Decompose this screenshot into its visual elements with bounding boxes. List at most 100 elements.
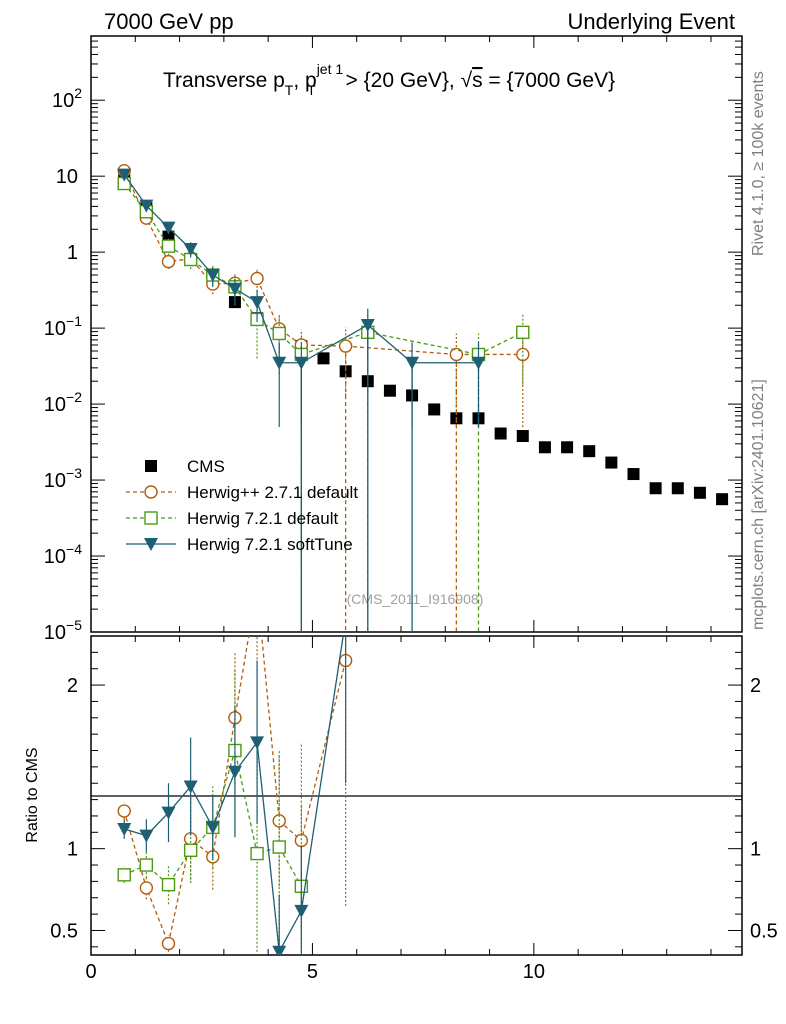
- data-point-cms: [605, 456, 618, 469]
- ratio-point-herwig7: [250, 846, 264, 861]
- ratio-tick-label-left: 1: [67, 839, 78, 861]
- data-point-cms: [516, 430, 529, 443]
- data-point-cms: [716, 493, 729, 506]
- legend-marker: [144, 511, 158, 525]
- legend-entry-herwig7: Herwig 7.2.1 default: [126, 509, 338, 528]
- data-point-soft: [139, 199, 154, 213]
- data-point-soft: [250, 296, 265, 310]
- ratio-tick-label-right: 2: [750, 675, 761, 697]
- data-point-herwigpp: [161, 254, 176, 269]
- data-point-cms: [671, 482, 684, 495]
- x-tick-label: 0: [85, 961, 96, 983]
- data-point-herwig7: [516, 325, 530, 340]
- ratio-tick-label-right: 1: [750, 839, 761, 861]
- legend-entry-herwigpp: Herwig++ 2.7.1 default: [126, 483, 358, 502]
- x-tick-label: 10: [523, 961, 545, 983]
- ratio-point-soft: [161, 806, 176, 820]
- main-plot-frame: [90, 35, 743, 633]
- series-cms: [118, 171, 729, 506]
- y-tick-label: 10−2: [44, 389, 82, 416]
- legend-label: CMS: [187, 457, 225, 476]
- series-herwigpp: [117, 164, 530, 632]
- ratio-tick-label-left: 0.5: [50, 920, 78, 942]
- data-point-soft: [117, 168, 132, 182]
- data-point-cms: [649, 482, 662, 495]
- ratio-point-soft: [294, 904, 309, 918]
- ratio-point-herwig7: [183, 843, 198, 858]
- ratio-point-herwigpp: [117, 804, 131, 818]
- data-point-cms: [428, 403, 441, 416]
- legend-entry-cms: CMS: [145, 457, 225, 476]
- ratio-point-soft: [227, 765, 242, 779]
- series-soft: [117, 168, 486, 632]
- ratio-point-herwig7: [117, 868, 131, 882]
- analysis-watermark: (CMS_2011_I916908): [347, 591, 484, 607]
- ratio-axis-label: Ratio to CMS: [24, 747, 41, 842]
- data-point-cms: [317, 352, 330, 365]
- legend-label: Herwig++ 2.7.1 default: [187, 483, 358, 502]
- legend-marker: [145, 460, 157, 472]
- data-point-herwig7: [161, 239, 176, 253]
- data-point-cms: [383, 384, 396, 397]
- ratio-series-layer: [117, 581, 353, 955]
- axis-tick-labels: 0 5 10 102 10 1 10−1 10−2 10−3 10−4 10−5 2 2 1 1 0.5 0.5: [44, 85, 778, 983]
- legend-label: Herwig 7.2.1 default: [187, 509, 338, 528]
- data-point-herwigpp: [449, 347, 464, 362]
- series-line-herwig7: [123, 183, 524, 356]
- series-line-soft: [123, 174, 479, 364]
- y-tick-label: 102: [52, 85, 82, 112]
- data-point-cms: [538, 441, 551, 454]
- data-point-soft: [183, 243, 198, 257]
- data-point-soft: [161, 221, 176, 235]
- data-point-cms: [583, 445, 596, 458]
- series-line-herwigpp: [123, 170, 523, 356]
- ratio-point-soft: [183, 780, 198, 794]
- ratio-point-soft: [250, 736, 265, 750]
- data-point-cms: [627, 468, 640, 481]
- ratio-point-herwigpp: [251, 581, 263, 593]
- data-point-herwigpp: [250, 271, 264, 286]
- ratio-point-soft: [139, 829, 154, 843]
- ratio-line-soft: [124, 636, 344, 954]
- x-tick-label: 5: [307, 961, 318, 983]
- legend-marker: [144, 485, 158, 499]
- y-tick-label: 1: [67, 242, 78, 264]
- ratio-tick-label-left: 2: [67, 675, 78, 697]
- y-tick-label: 10−3: [44, 465, 82, 492]
- rivet-version-label: Rivet 4.1.0, ≥ 100k events: [750, 71, 767, 256]
- legend-marker: [144, 538, 158, 551]
- data-point-cms: [494, 427, 507, 440]
- ratio-point-soft: [117, 823, 132, 837]
- header-right: Underlying Event: [567, 9, 735, 34]
- data-point-cms: [693, 486, 706, 499]
- data-point-soft: [272, 356, 287, 370]
- legend: CMS Herwig++ 2.7.1 default Herwig 7.2.1 de…: [126, 457, 358, 554]
- y-tick-label: 10−1: [44, 313, 82, 340]
- ratio-series-soft: [117, 636, 347, 955]
- series-herwig7: [117, 176, 530, 632]
- ratio-tick-label-right: 0.5: [750, 920, 778, 942]
- data-point-soft: [471, 356, 486, 370]
- data-point-herwig7: [272, 326, 286, 341]
- data-point-soft: [227, 282, 242, 296]
- data-point-herwigpp: [516, 347, 530, 362]
- ratio-point-herwigpp: [139, 881, 154, 895]
- ratio-point-herwigpp: [294, 833, 309, 848]
- ratio-point-herwig7: [139, 858, 154, 872]
- mcplots-label: mcplots.cern.ch [arXiv:2401.10621]: [750, 379, 767, 630]
- ratio-point-herwigpp: [161, 936, 176, 951]
- ratio-point-soft: [205, 821, 220, 835]
- data-point-cms: [561, 441, 574, 454]
- axis-ticks: [90, 35, 742, 955]
- legend-label: Herwig 7.2.1 softTune: [187, 535, 353, 554]
- data-point-soft: [205, 269, 220, 283]
- header-left: 7000 GeV pp: [104, 9, 234, 34]
- y-tick-label: 10−4: [44, 541, 82, 568]
- y-tick-label: 10: [56, 166, 78, 188]
- y-tick-label: 10−5: [44, 617, 82, 644]
- data-point-soft: [360, 318, 375, 332]
- ratio-point-soft: [272, 945, 287, 955]
- data-point-herwigpp: [338, 339, 353, 353]
